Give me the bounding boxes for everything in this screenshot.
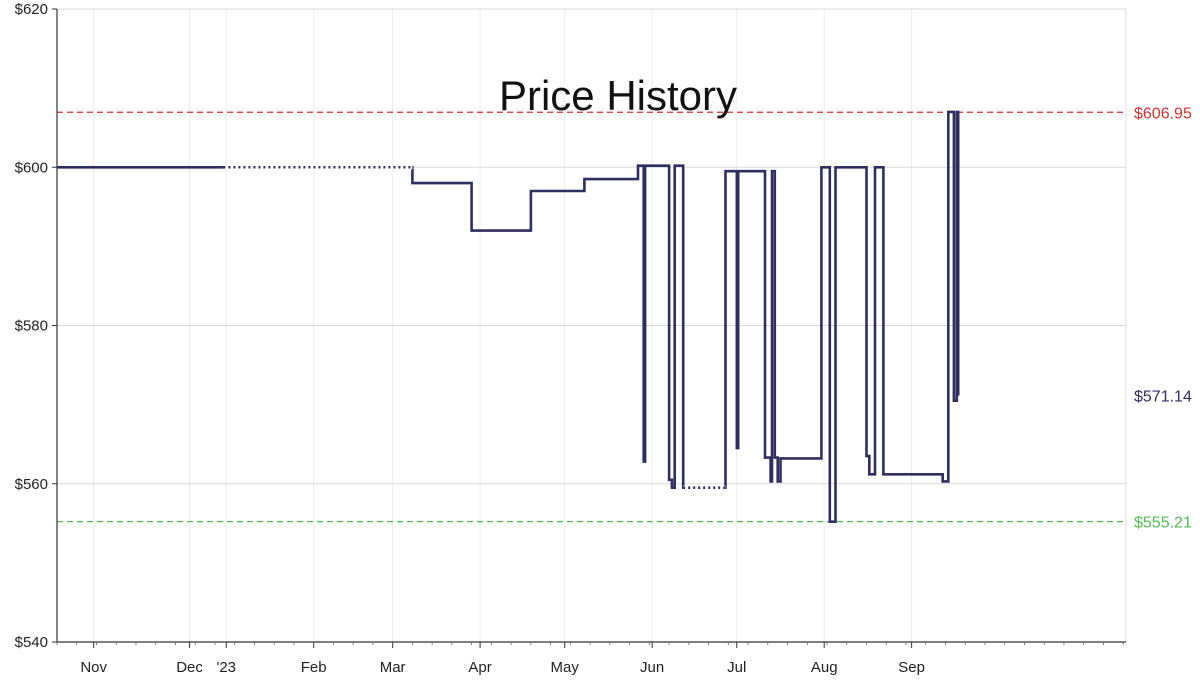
x-tick-label: '23 — [216, 659, 236, 676]
x-tick-label: Jun — [640, 659, 664, 676]
x-tick-label: Sep — [898, 659, 925, 676]
y-tick-label: $540 — [15, 634, 48, 651]
chart-title: Price History — [499, 72, 737, 119]
axes: $540 $560 $580 $600 $620 Nov Dec '23 Feb Mar Apr Ma… — [15, 1, 1126, 676]
reference-line-label: $606.95 — [1134, 105, 1192, 122]
x-tick-label: May — [551, 659, 580, 676]
x-tick-label: Jul — [727, 659, 746, 676]
current-price-label: $571.14 — [1134, 389, 1192, 406]
x-tick-label: Apr — [468, 659, 491, 676]
y-tick-label: $620 — [15, 1, 48, 18]
x-tick-label: Dec — [176, 659, 203, 676]
reference-line-label: $555.21 — [1134, 515, 1192, 532]
price-line — [57, 110, 960, 523]
series-layer — [57, 110, 960, 523]
y-tick-label: $560 — [15, 476, 48, 493]
x-tick-label: Feb — [301, 659, 327, 676]
x-tick-label: Mar — [380, 659, 406, 676]
y-tick-label: $580 — [15, 318, 48, 335]
x-tick-label: Aug — [811, 659, 838, 676]
y-tick-label: $600 — [15, 159, 48, 176]
x-tick-label: Nov — [80, 659, 107, 676]
